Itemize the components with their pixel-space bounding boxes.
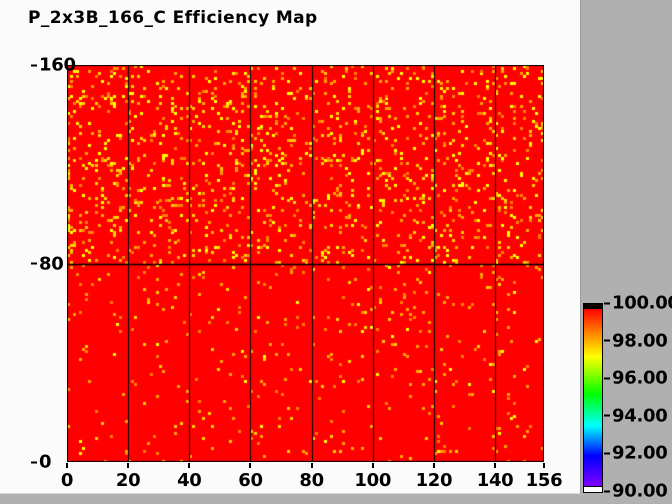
colorbar-tick: 98.00 (604, 330, 668, 352)
heatmap-canvas (67, 65, 544, 462)
x-tick (66, 463, 68, 468)
colorbar-tick: 94.00 (604, 405, 668, 427)
colorbar-under-range-cap (584, 486, 602, 492)
y-tick-dash (31, 64, 37, 66)
y-tick-dash (31, 262, 37, 265)
x-tick (249, 463, 251, 468)
x-tick-label: 156 (525, 470, 563, 491)
x-tick-label: 140 (476, 470, 514, 491)
colorbar-tick: 92.00 (604, 442, 668, 464)
plot-area[interactable] (67, 65, 544, 462)
colorbar-tick-label: 100.00 (612, 292, 672, 314)
colorbar-gradient (584, 309, 602, 486)
x-tick (543, 463, 545, 468)
colorbar-tick-dash (604, 490, 610, 492)
colorbar-tick: 100.00 (604, 293, 672, 314)
y-tick: 80 (31, 253, 64, 274)
x-tick-label: 60 (238, 470, 263, 491)
x-tick (433, 463, 435, 468)
x-tick (311, 463, 313, 468)
x-tick-label: 0 (60, 470, 74, 491)
colorbar-tick-dash (604, 339, 610, 342)
y-tick-label: 80 (39, 253, 64, 274)
colorbar-tick-dash (604, 452, 610, 455)
x-tick-label: 120 (415, 470, 453, 491)
colorbar-tick-dash (604, 302, 610, 304)
y-tick-dash (31, 461, 37, 463)
x-tick-label: 80 (299, 470, 324, 491)
x-tick (494, 463, 496, 468)
graph-title: P_2x3B_166_C Efficiency Map (28, 8, 318, 28)
x-tick-label: 20 (115, 470, 141, 491)
x-tick (127, 463, 129, 468)
x-tick-label: 40 (177, 470, 202, 491)
colorbar-tick-label: 90.00 (612, 480, 668, 502)
colorbar-tick: 96.00 (604, 367, 668, 389)
x-tick (372, 463, 374, 468)
y-tick: 160 (31, 55, 76, 76)
colorbar-tick-label: 92.00 (612, 442, 668, 464)
colorbar (583, 303, 603, 493)
x-tick-label: 100 (354, 470, 392, 491)
colorbar-tick-dash (604, 377, 610, 380)
colorbar-tick-dash (604, 414, 610, 417)
colorbar-tick-label: 96.00 (612, 367, 668, 389)
y-tick-label: 160 (39, 54, 76, 76)
colorbar-tick: 90.00 (604, 480, 668, 502)
colorbar-over-range-cap (584, 304, 602, 309)
y-tick: 0 (31, 451, 52, 473)
x-tick (188, 463, 190, 468)
colorbar-tick-label: 94.00 (612, 405, 668, 427)
colorbar-tick-label: 98.00 (612, 330, 668, 352)
y-tick-label: 0 (39, 451, 52, 473)
